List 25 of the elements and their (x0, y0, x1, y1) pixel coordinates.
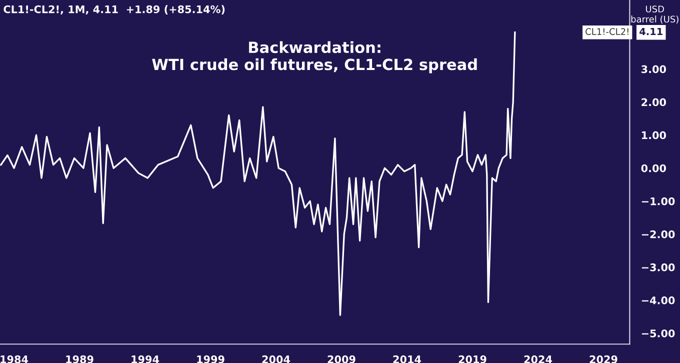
x-tick-label: 1984 (0, 355, 28, 363)
y-tick-label: 3.00 (641, 65, 666, 74)
y-tick-label: −3.00 (642, 263, 675, 272)
y-tick-label: −1.00 (642, 197, 675, 206)
x-tick-label: 2029 (590, 355, 618, 363)
text: Backwardation: WTI crude oil futures, CL1-CL2 spread (152, 41, 477, 74)
x-tick-label: 2024 (524, 355, 552, 363)
y-tick-label: −2.00 (642, 230, 675, 238)
y-tick-label: 0.00 (641, 164, 666, 172)
x-tick-label: 1999 (197, 355, 224, 363)
y-tick-label: −5.00 (642, 329, 675, 338)
x-tick-label: 2019 (458, 355, 486, 363)
y-tick-label: 2.00 (642, 98, 666, 106)
x-tick-label: 1989 (66, 355, 94, 363)
line-series (0, 32, 516, 316)
y-axis-title: USD barrel (US) (631, 6, 678, 24)
x-tick-label: 1994 (132, 355, 160, 363)
text: 4.11 (640, 28, 662, 36)
x-tick-label: 2009 (328, 355, 356, 363)
y-tick-label: −4.00 (642, 296, 675, 304)
x-tick-label: 2004 (262, 355, 290, 363)
annotation: CL1!-CL2! (586, 28, 628, 35)
chart-subtitle: CL1!-CL2!, 1M, 4.11 +1.89 (+85.14%) (4, 5, 225, 15)
x-tick-label: 2014 (393, 355, 422, 363)
y-tick-label: 1.00 (642, 131, 666, 140)
